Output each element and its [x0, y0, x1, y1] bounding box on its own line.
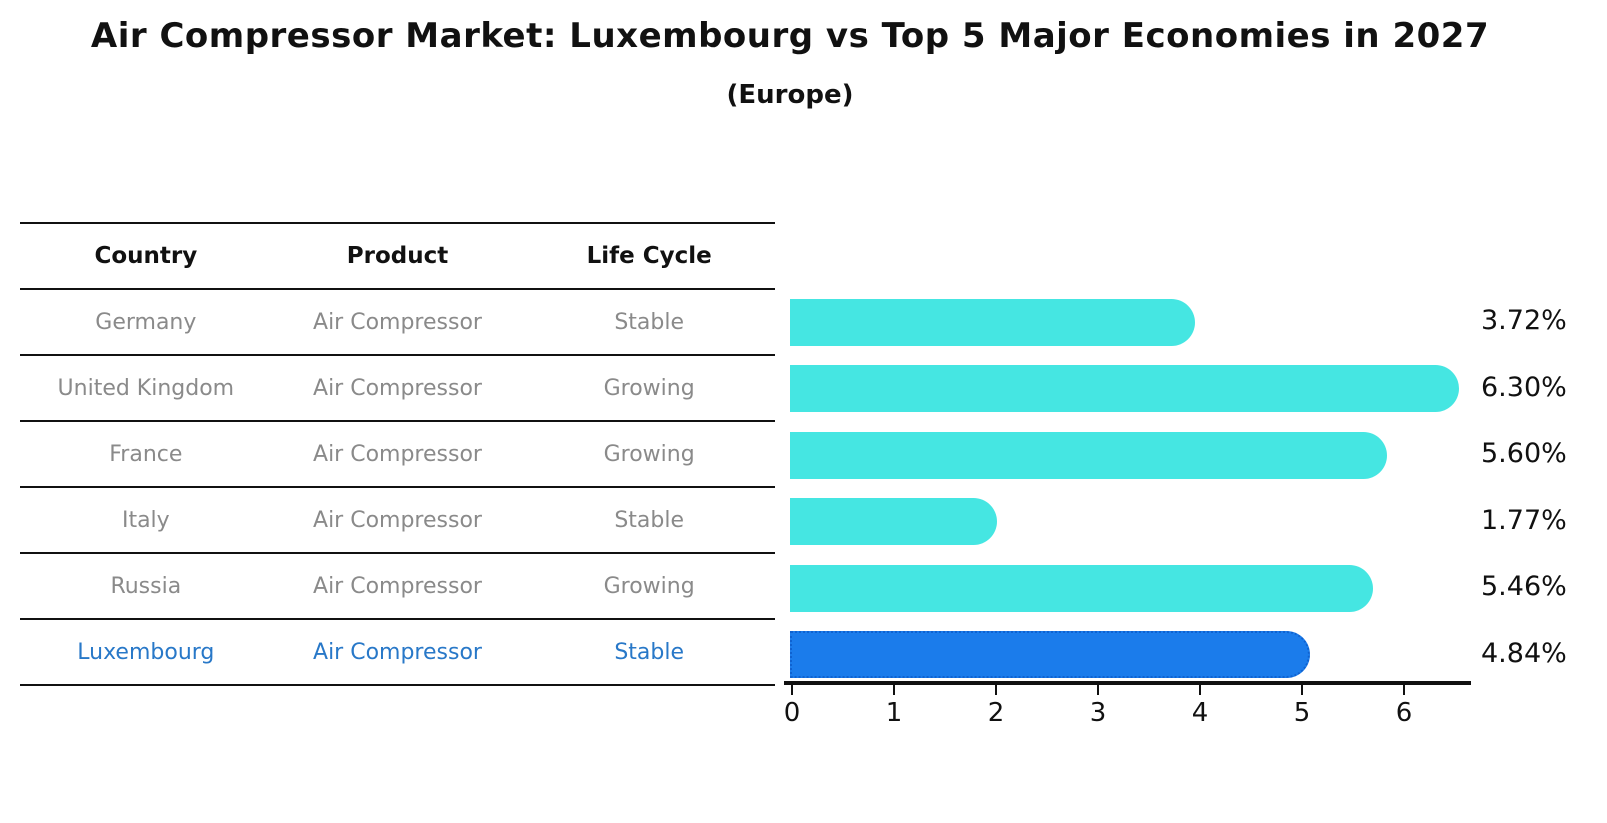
- x-axis-tick-label-5: 5: [1293, 698, 1311, 728]
- table-cell-life-cycle: Stable: [614, 507, 684, 533]
- table-header-life-cycle: Life Cycle: [586, 243, 712, 269]
- x-axis-tick-label-0: 0: [783, 698, 801, 728]
- value-label-germany: 3.72%: [1481, 305, 1567, 336]
- table-row-united-kingdom: United Kingdom Air Compressor Growing: [20, 356, 775, 422]
- bar-germany: [790, 298, 1196, 346]
- table-header-row: Country Product Life Cycle: [20, 224, 775, 290]
- x-axis-tick-label-4: 4: [1191, 698, 1209, 728]
- table-header-product: Product: [346, 243, 449, 269]
- x-axis-tick-1: [892, 684, 896, 695]
- table-row-luxembourg: Luxembourg Air Compressor Stable: [20, 620, 775, 686]
- bar-france: [790, 431, 1388, 479]
- table-cell-life-cycle: Growing: [603, 441, 695, 467]
- value-label-united-kingdom: 6.30%: [1481, 371, 1567, 403]
- table-cell-product: Air Compressor: [313, 639, 482, 665]
- table-cell-life-cycle: Growing: [603, 375, 695, 401]
- x-axis-tick-6: [1402, 684, 1406, 695]
- bar-italy: [790, 498, 997, 545]
- x-axis-tick-label-2: 2: [987, 698, 1005, 728]
- x-axis-tick-5: [1300, 684, 1304, 695]
- chart-subtitle: (Europe): [726, 80, 854, 110]
- country-table: Country Product Life Cycle Germany Air Co…: [20, 222, 775, 686]
- table-cell-product: Air Compressor: [313, 507, 482, 533]
- table-cell-country: Luxembourg: [77, 639, 215, 665]
- table-cell-country: Germany: [95, 309, 197, 335]
- table-row-germany: Germany Air Compressor Stable: [20, 290, 775, 356]
- table-body: Germany Air Compressor Stable United Kingdo…: [20, 290, 775, 686]
- chart-title: Air Compressor Market: Luxembourg vs Top…: [90, 16, 1490, 56]
- table-cell-country: Russia: [110, 573, 182, 599]
- table-row-france: France Air Compressor Growing: [20, 422, 775, 488]
- x-axis-tick-4: [1198, 684, 1202, 695]
- table-cell-product: Air Compressor: [313, 375, 482, 401]
- table-cell-country: United Kingdom: [57, 375, 235, 401]
- table-cell-product: Air Compressor: [313, 573, 482, 599]
- x-axis-tick-label-6: 6: [1395, 698, 1413, 728]
- x-axis-line: [784, 681, 1471, 685]
- table-cell-life-cycle: Stable: [614, 639, 684, 665]
- table-cell-product: Air Compressor: [313, 441, 482, 467]
- x-axis-tick-2: [994, 684, 998, 695]
- bar-russia: [790, 564, 1373, 612]
- value-label-france: 5.60%: [1481, 438, 1567, 469]
- x-axis-tick-label-1: 1: [885, 698, 903, 728]
- table-cell-life-cycle: Stable: [614, 309, 684, 335]
- x-axis-tick-3: [1096, 684, 1100, 695]
- table-row-italy: Italy Air Compressor Stable: [20, 488, 775, 554]
- table-header-country: Country: [94, 243, 198, 269]
- value-label-italy: 1.77%: [1481, 504, 1567, 536]
- table-cell-country: Italy: [121, 507, 170, 533]
- bar-united-kingdom: [790, 365, 1459, 412]
- table-row-russia: Russia Air Compressor Growing: [20, 554, 775, 620]
- x-axis-tick-0: [790, 684, 794, 695]
- value-label-luxembourg: 4.84%: [1481, 637, 1567, 669]
- value-label-russia: 5.46%: [1481, 571, 1567, 602]
- table-cell-product: Air Compressor: [313, 309, 482, 335]
- bar-luxembourg: [790, 631, 1310, 678]
- x-axis-tick-label-3: 3: [1089, 698, 1107, 728]
- table-cell-life-cycle: Growing: [603, 573, 695, 599]
- table-cell-country: France: [109, 441, 183, 467]
